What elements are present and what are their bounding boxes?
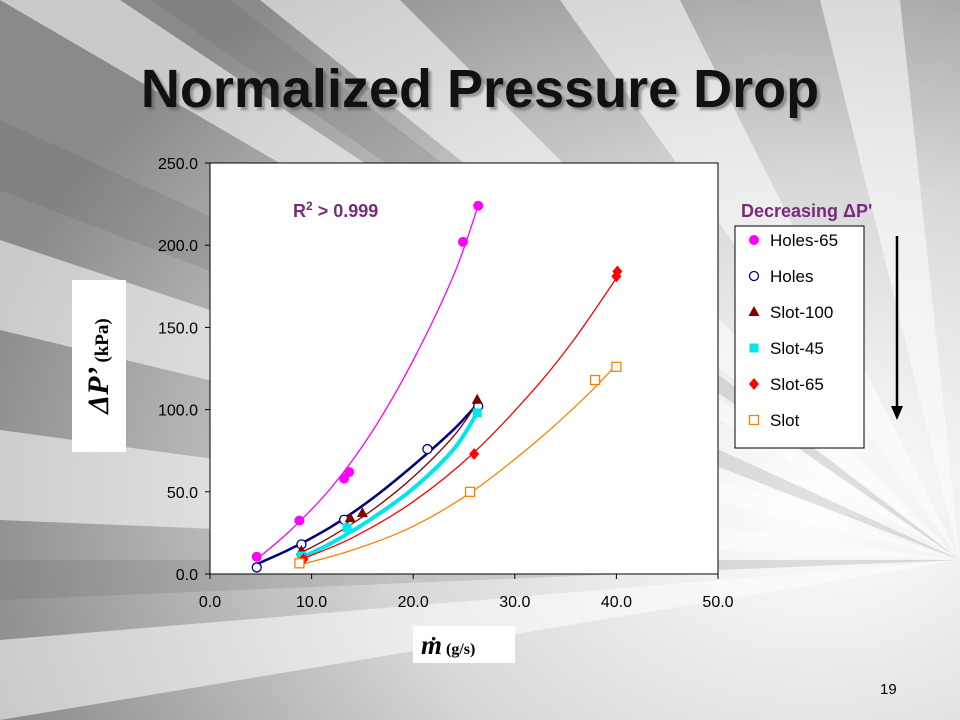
plot-area: [210, 163, 718, 574]
legend-marker-holes-65: [749, 235, 759, 245]
fit-curve-holes-65: [256, 205, 479, 560]
plot-border: [209, 162, 719, 575]
x-tick-label: 0.0: [199, 594, 221, 611]
data-point-slot: [589, 374, 601, 386]
data-point-holes-65: [473, 200, 484, 211]
data-point-holes-65: [457, 236, 468, 247]
r2-annotation: R2 > 0.999: [293, 199, 378, 221]
data-point-slot: [294, 558, 305, 569]
legend-marker-slot-65: [749, 378, 759, 390]
data-point-holes-65: [294, 515, 305, 526]
legend-label-slot-65: Slot-65: [770, 375, 824, 394]
x-tick-label: 50.0: [702, 594, 733, 611]
data-point-slot-65: [469, 447, 480, 460]
data-point-holes-65: [251, 551, 262, 562]
y-axis-label-unit: (kPa): [92, 318, 113, 363]
data-point-holes: [251, 562, 262, 573]
decreasing-annotation: Decreasing ΔP': [741, 201, 872, 221]
data-point-slot-45: [342, 523, 352, 533]
data-point-slot-100: [471, 393, 483, 404]
legend-marker-slot-45: [749, 343, 759, 353]
data-point-holes-65: [339, 473, 350, 484]
y-tick-label: 50.0: [167, 485, 198, 502]
legend-label-holes-65: Holes-65: [770, 231, 838, 250]
x-axis-label-dot: ·: [430, 626, 438, 651]
legend-marker-slot-100: [748, 306, 760, 316]
data-point-slot: [611, 361, 622, 373]
data-point-slot-100: [356, 507, 368, 518]
slide-title: Normalized Pressure Drop: [140, 59, 820, 119]
legend-label-slot-45: Slot-45: [770, 339, 824, 358]
y-tick-label: 150.0: [158, 320, 198, 337]
x-tick-label: 30.0: [499, 594, 530, 611]
x-tick-label: 20.0: [398, 594, 429, 611]
decreasing-arrow: [891, 236, 903, 420]
legend-label-holes: Holes: [770, 267, 813, 286]
y-axis-label-main: ΔP’: [82, 366, 115, 414]
x-tick-label: 10.0: [296, 594, 327, 611]
data-point-holes-65: [344, 467, 355, 478]
legend-label-slot-100: Slot-100: [770, 303, 833, 322]
fit-curve-holes: [256, 402, 480, 566]
legend-label-slot: Slot: [770, 411, 800, 430]
x-axis-label-main: m: [421, 630, 443, 660]
y-tick-label: 100.0: [158, 403, 198, 420]
x-axis-label-unit: (g/s): [446, 641, 476, 658]
data-point-slot-65: [612, 265, 623, 278]
data-point-holes: [422, 443, 433, 455]
y-tick-label: 0.0: [176, 567, 198, 584]
page-number: 19: [880, 681, 897, 698]
fit-curve-slot-45: [300, 411, 479, 560]
data-point-slot-100: [344, 512, 356, 523]
x-tick-label: 40.0: [601, 594, 632, 611]
y-tick-label: 250.0: [158, 156, 198, 173]
fit-curve-slot-100: [301, 402, 478, 554]
legend-marker-holes: [748, 270, 760, 282]
y-axis-label: ΔP’ (kPa): [72, 280, 126, 452]
legend-box: [734, 225, 865, 449]
y-tick-label: 200.0: [158, 238, 198, 255]
data-point-slot-45: [472, 408, 482, 418]
data-point-slot: [464, 486, 476, 497]
legend-marker-slot: [748, 414, 760, 426]
x-axis-label: m · (g/s): [413, 626, 515, 663]
